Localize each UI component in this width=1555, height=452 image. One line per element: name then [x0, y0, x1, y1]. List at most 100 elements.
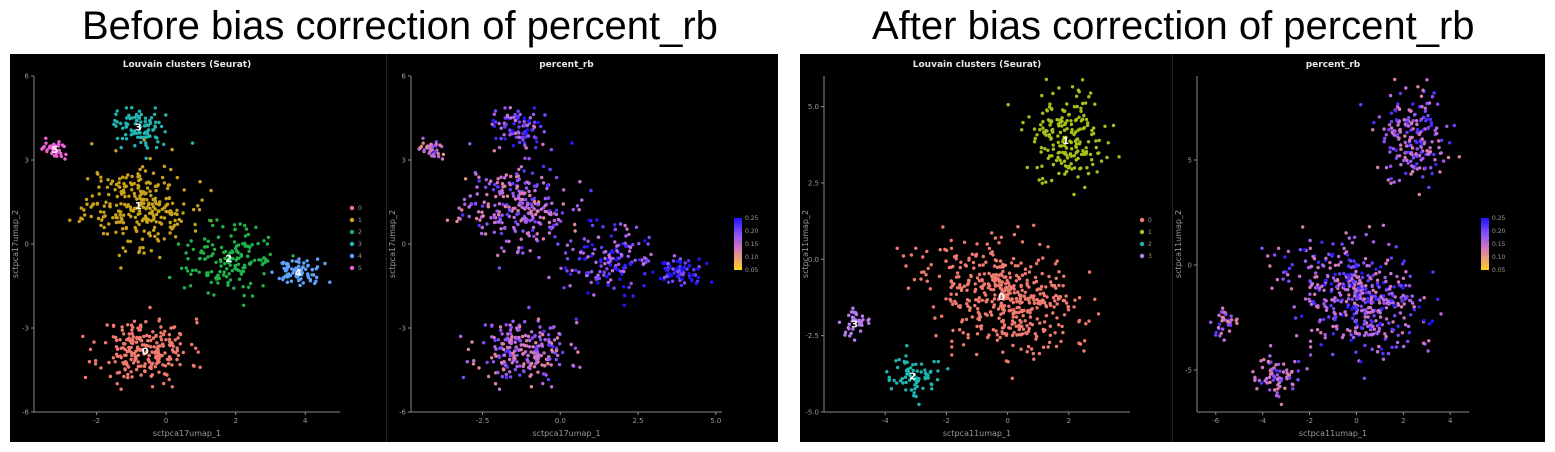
data-point: [517, 328, 521, 332]
data-point: [211, 223, 215, 228]
data-point: [135, 197, 139, 201]
data-point: [232, 240, 237, 244]
data-point: [1394, 345, 1398, 349]
data-point: [1044, 314, 1049, 318]
data-point: [1388, 287, 1392, 291]
data-point: [1347, 282, 1351, 287]
data-point: [492, 215, 497, 220]
data-point: [547, 340, 551, 344]
data-point: [434, 142, 438, 146]
cluster-label: 0: [998, 292, 1005, 303]
data-point: [1395, 274, 1399, 279]
data-point: [144, 320, 148, 324]
data-point: [1069, 122, 1074, 127]
data-point: [1042, 320, 1047, 324]
data-point: [1372, 120, 1376, 125]
data-point: [1374, 272, 1378, 276]
data-point: [997, 241, 1001, 245]
data-point: [467, 205, 471, 209]
data-point: [149, 116, 154, 120]
data-point: [515, 250, 520, 255]
data-point: [194, 317, 199, 321]
data-point: [500, 374, 504, 379]
data-point: [543, 203, 547, 208]
data-point: [961, 343, 966, 347]
data-point: [1437, 145, 1441, 150]
data-point: [121, 221, 126, 225]
data-point: [511, 191, 515, 196]
data-point: [417, 147, 421, 151]
data-point: [1346, 303, 1351, 307]
data-point: [148, 305, 152, 310]
data-point: [477, 366, 481, 370]
data-point: [1053, 299, 1057, 303]
data-point: [962, 284, 967, 288]
data-point: [1402, 118, 1406, 122]
data-point: [178, 342, 182, 346]
data-point: [1049, 137, 1053, 141]
data-point: [138, 131, 142, 135]
data-point: [1433, 158, 1437, 162]
data-point: [511, 358, 516, 362]
data-point: [1055, 118, 1059, 122]
data-point: [496, 338, 501, 342]
data-point: [1384, 133, 1388, 137]
data-point: [235, 249, 239, 253]
data-point: [1286, 372, 1290, 376]
data-point: [1406, 339, 1410, 344]
data-point: [955, 271, 960, 275]
data-point: [1234, 318, 1238, 322]
data-point: [610, 269, 615, 273]
data-point: [547, 343, 552, 348]
data-point: [1084, 150, 1089, 154]
data-point: [1064, 135, 1068, 140]
data-point: [136, 353, 141, 357]
data-point: [524, 220, 528, 224]
plot-after-clusters: Louvain clusters (Seurat)-4 -2 0 25.02.50.0…: [801, 60, 1152, 438]
data-point: [975, 332, 980, 336]
data-point: [152, 112, 157, 117]
data-point: [1251, 370, 1255, 374]
data-point: [128, 205, 133, 209]
data-point: [237, 277, 242, 281]
data-point: [990, 313, 994, 317]
data-point: [1056, 140, 1060, 145]
data-point: [1415, 140, 1419, 145]
data-point: [1009, 308, 1013, 312]
data-point: [1056, 155, 1060, 160]
data-point: [1356, 282, 1361, 286]
data-point: [286, 272, 291, 276]
data-point: [294, 259, 298, 263]
data-point: [617, 262, 621, 266]
data-point: [885, 370, 889, 374]
data-point: [535, 232, 539, 236]
data-point: [485, 360, 489, 365]
data-point: [501, 194, 506, 199]
data-point: [1221, 327, 1225, 331]
data-point: [1401, 276, 1406, 280]
data-point: [538, 325, 542, 329]
data-point: [44, 141, 48, 145]
data-point: [518, 324, 522, 329]
data-point: [310, 268, 314, 272]
data-point: [1001, 262, 1005, 267]
data-point: [543, 338, 547, 342]
data-point: [1065, 119, 1069, 123]
data-point: [1391, 301, 1395, 305]
data-point: [961, 331, 965, 335]
data-point: [59, 154, 63, 159]
data-point: [1403, 155, 1407, 160]
legend-label: 2: [358, 229, 362, 236]
data-point: [1377, 115, 1381, 119]
data-point: [1224, 312, 1228, 317]
data-point: [175, 348, 179, 353]
data-point: [1077, 318, 1082, 323]
data-point: [1031, 351, 1035, 356]
data-point: [99, 175, 103, 179]
data-point: [226, 280, 230, 285]
data-point: [894, 359, 898, 363]
data-point: [1049, 280, 1053, 284]
data-point: [1057, 86, 1061, 90]
data-point: [1391, 320, 1395, 324]
data-point: [1040, 284, 1044, 289]
